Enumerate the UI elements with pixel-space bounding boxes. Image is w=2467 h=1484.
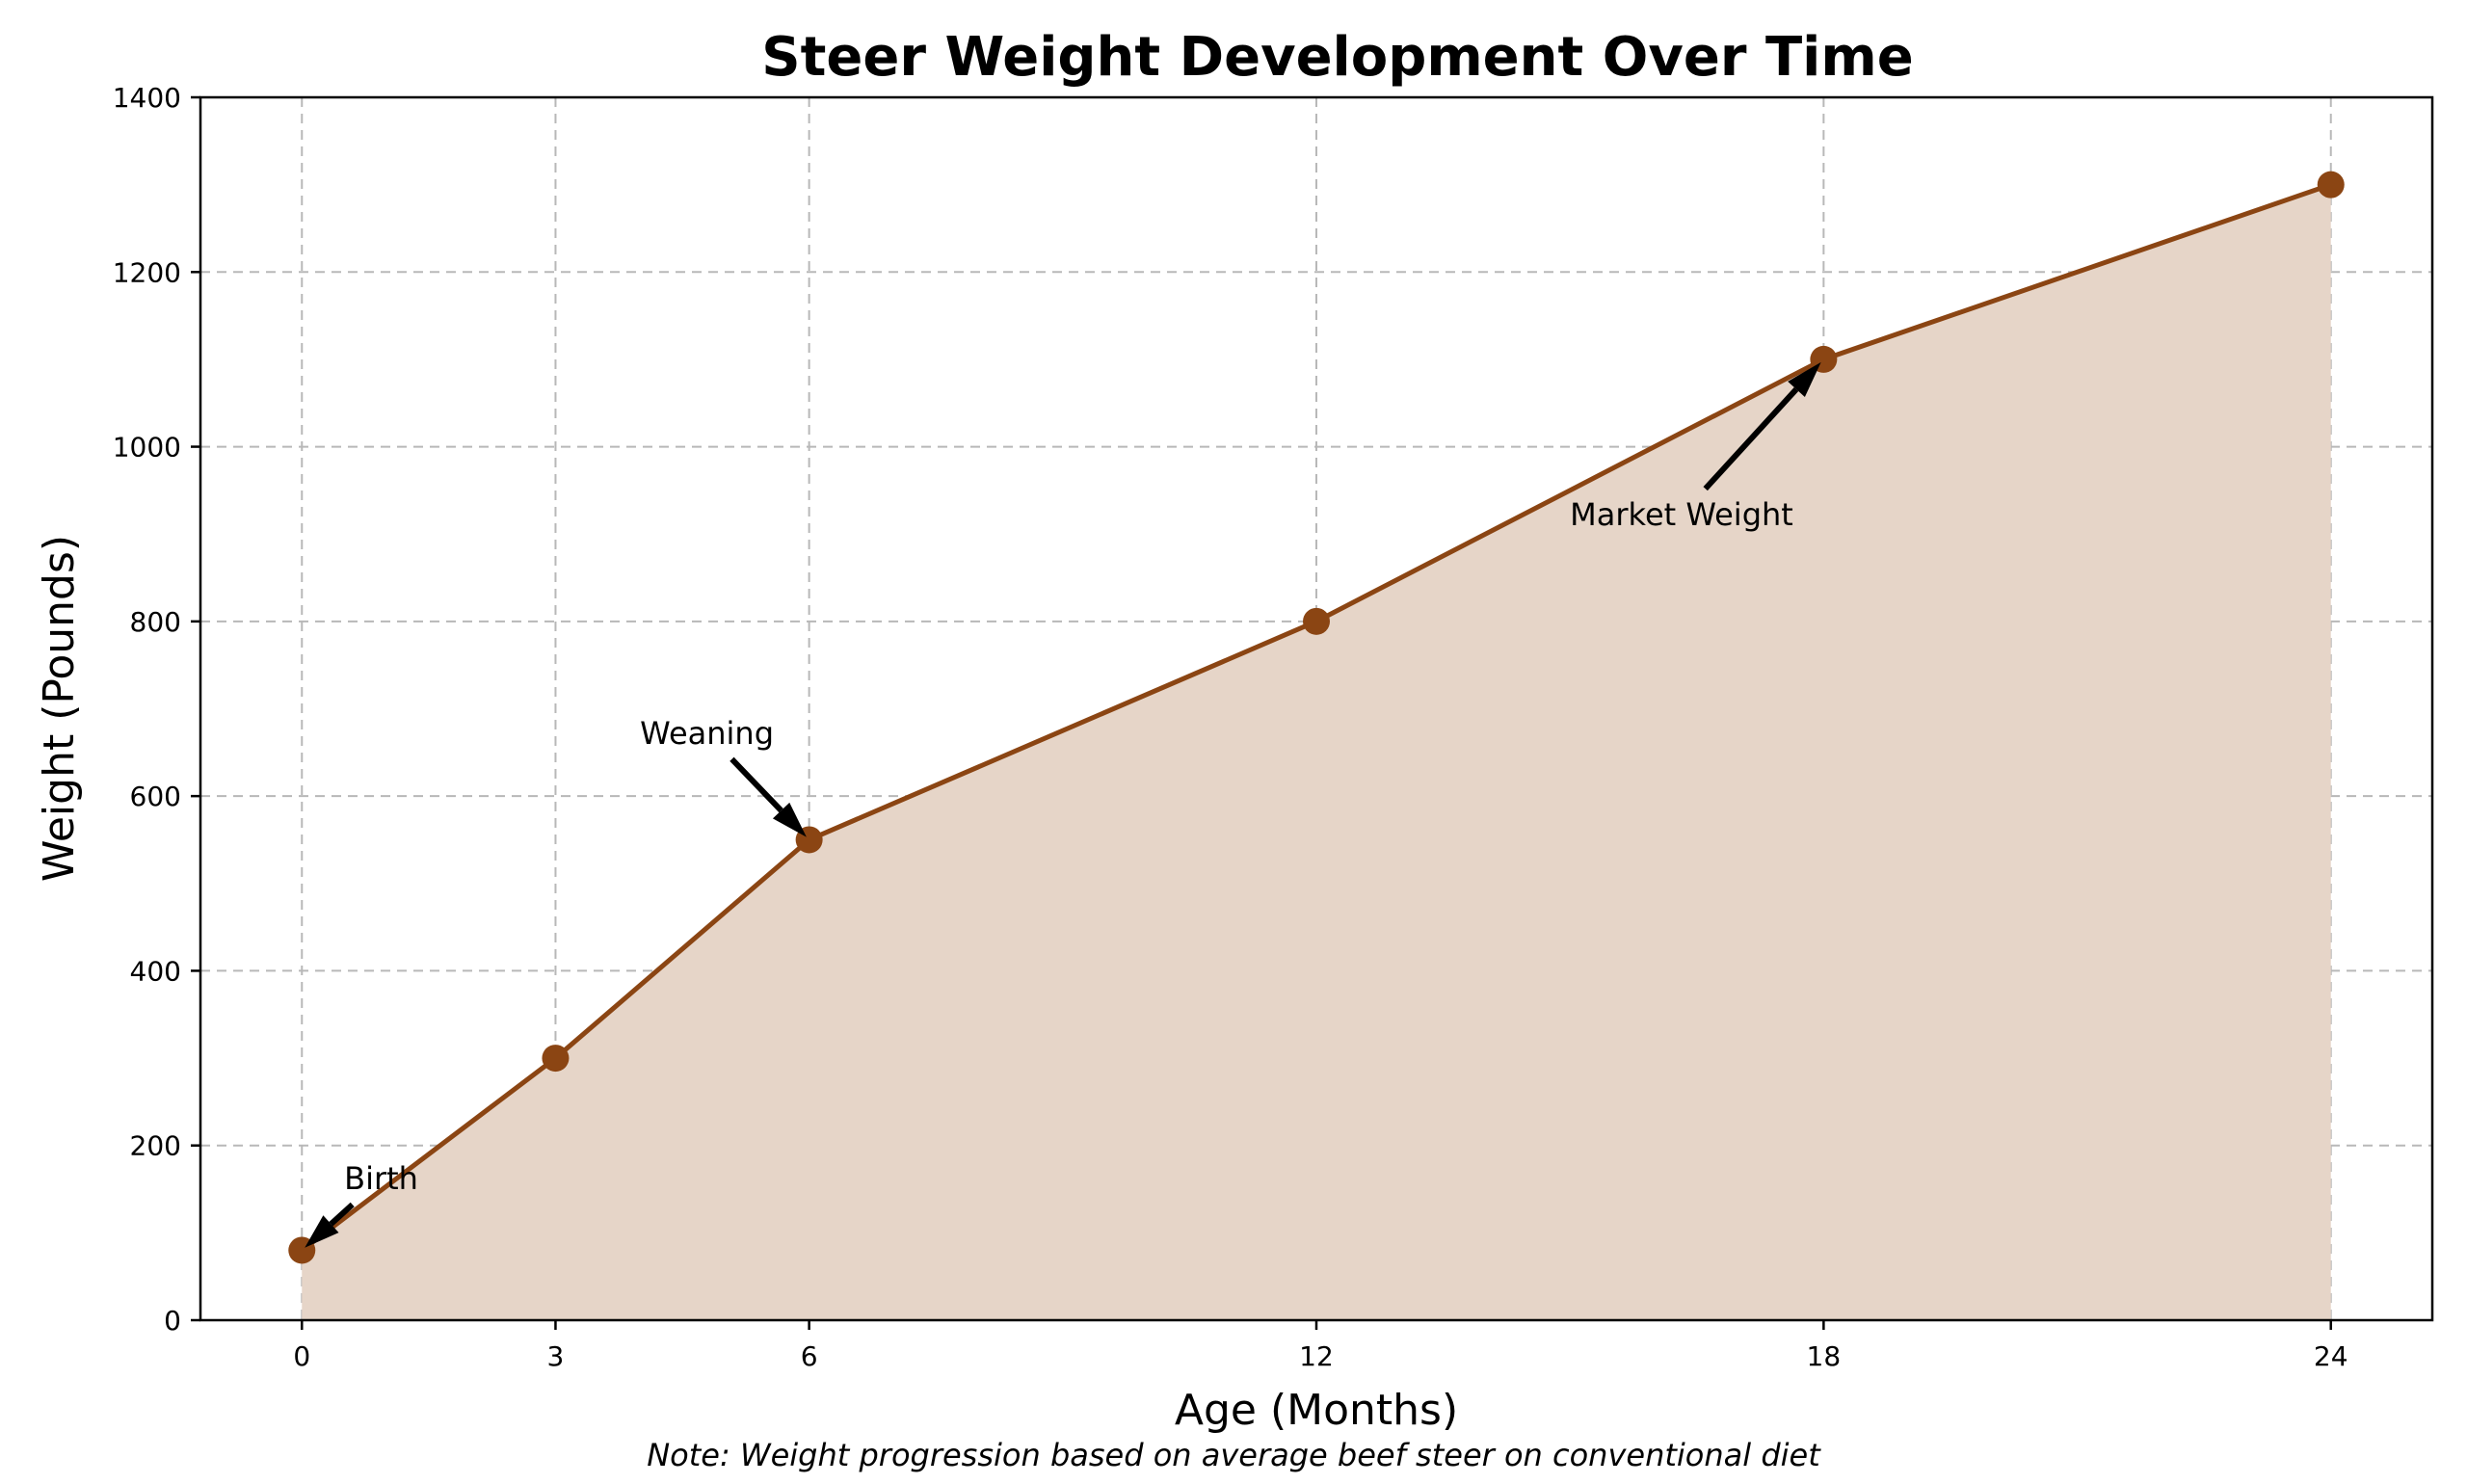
series-line xyxy=(300,182,2332,1253)
x-tick-label: 12 xyxy=(1299,1340,1334,1372)
x-tick-label: 3 xyxy=(547,1340,565,1372)
y-tick-label: 200 xyxy=(130,1130,181,1162)
series-line-group xyxy=(300,182,2332,1253)
area-fill xyxy=(302,184,2331,1321)
x-tick-label: 6 xyxy=(801,1340,818,1372)
chart-note: Note: Weight progression based on averag… xyxy=(647,1437,1821,1473)
annotation-arrow xyxy=(329,1202,355,1227)
annotations: Birth Weaning Market Weight xyxy=(305,361,1821,1248)
annotation-arrowhead xyxy=(305,1215,339,1248)
data-point xyxy=(2317,171,2345,199)
chart-title: Steer Weight Development Over Time xyxy=(761,26,1913,89)
y-tick-label: 0 xyxy=(164,1305,181,1337)
annotation-label: Market Weight xyxy=(1570,496,1793,533)
annotation-label: Weaning xyxy=(640,715,774,752)
x-tick-label: 24 xyxy=(2314,1340,2348,1372)
data-point xyxy=(542,1045,570,1073)
annotation-arrow xyxy=(1703,386,1799,491)
y-tick-label: 1000 xyxy=(113,432,181,464)
x-tick-label: 0 xyxy=(293,1340,310,1372)
y-tick-label: 400 xyxy=(130,955,181,987)
annotation-arrowhead xyxy=(772,802,807,837)
y-tick-label: 800 xyxy=(130,606,181,638)
series-area xyxy=(302,184,2331,1321)
x-axis-ticks: 0 3 6 12 18 24 xyxy=(293,1320,2348,1372)
data-point xyxy=(1303,607,1330,635)
y-tick-label: 1400 xyxy=(113,82,181,114)
x-tick-label: 18 xyxy=(1807,1340,1842,1372)
y-tick-label: 1200 xyxy=(113,256,181,288)
x-axis-label: Age (Months) xyxy=(1175,1386,1458,1435)
y-axis-ticks: 0 200 400 600 800 1000 1200 1400 xyxy=(113,82,200,1337)
annotation-label: Birth xyxy=(344,1160,418,1197)
y-tick-label: 600 xyxy=(130,781,181,812)
y-axis-label: Weight (Pounds) xyxy=(35,535,84,882)
annotation-arrowhead xyxy=(1788,361,1821,398)
annotation-arrow xyxy=(729,756,783,813)
